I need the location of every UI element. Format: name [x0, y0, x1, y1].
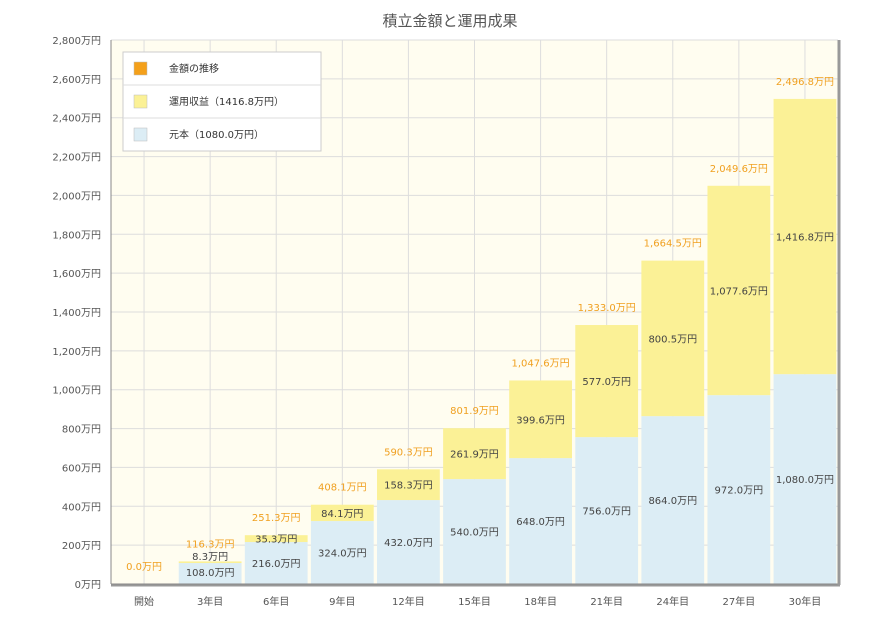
bar-segment-return [178, 561, 242, 564]
y-tick-label: 1,200万円 [52, 347, 101, 358]
data-label-principal: 108.0万円 [186, 568, 235, 579]
data-label-return: 1,077.6万円 [710, 286, 768, 297]
bar-segment-return [244, 535, 308, 543]
bars-group [178, 98, 837, 584]
x-tick-label: 12年目 [392, 595, 425, 608]
x-tick-label: 3年目 [197, 595, 223, 608]
y-tick-label: 2,000万円 [52, 191, 101, 202]
bar-segment-principal [377, 500, 440, 584]
x-tick-label: 27年目 [722, 595, 755, 608]
data-label-total: 2,496.8万円 [776, 77, 834, 88]
legend-label: 元本（1080.0万円） [169, 128, 264, 141]
data-label-principal: 324.0万円 [318, 549, 367, 560]
bar-segment-return [310, 504, 374, 522]
bar-segment-principal [443, 479, 506, 584]
x-tick-label: 15年目 [458, 595, 491, 608]
x-tick-label: 30年目 [789, 595, 822, 608]
legend-label: 金額の推移 [169, 62, 219, 75]
data-label-total: 408.1万円 [318, 483, 367, 494]
bar-segment-return [443, 428, 506, 480]
bar-segment-principal [244, 542, 308, 584]
data-label-return: 8.3万円 [192, 552, 228, 563]
bar-segment-principal [310, 521, 374, 584]
y-tick-label: 1,000万円 [52, 386, 101, 397]
chart-title: 積立金額と運用成果 [382, 12, 517, 30]
x-tick-label: 21年目 [590, 595, 623, 608]
y-tick-label: 2,200万円 [52, 153, 101, 164]
x-tick-label: 6年目 [263, 595, 289, 608]
data-label-principal: 216.0万円 [252, 559, 301, 570]
y-tick-label: 1,400万円 [52, 308, 101, 319]
y-tick-label: 0万円 [75, 580, 101, 591]
data-label-total: 0.0万円 [126, 562, 162, 573]
bar-segment-return [707, 185, 771, 396]
y-tick-label: 800万円 [62, 425, 101, 436]
y-tick-label: 200万円 [62, 541, 101, 552]
bar-segment-principal [707, 395, 771, 584]
data-label-return: 577.0万円 [582, 377, 631, 388]
data-label-total: 801.9万円 [450, 406, 499, 417]
data-label-return: 261.9万円 [450, 450, 499, 461]
data-label-principal: 972.0万円 [715, 486, 764, 497]
data-label-total: 2,049.6万円 [710, 164, 768, 175]
bar-segment-return [377, 469, 440, 501]
data-labels-group: 0.0万円 108.0万円 8.3万円 116.3万円 216.0万円 35.3万円 251… [126, 77, 834, 579]
x-tick-label: 24年目 [656, 595, 689, 608]
data-label-total: 251.3万円 [252, 513, 301, 524]
data-label-total: 1,333.0万円 [578, 303, 636, 314]
data-label-return: 800.5万円 [648, 334, 697, 345]
data-label-principal: 756.0万円 [582, 507, 631, 518]
y-tick-label: 400万円 [62, 502, 101, 513]
data-label-principal: 432.0万円 [384, 538, 433, 549]
y-tick-label: 2,400万円 [52, 114, 101, 125]
data-label-total: 590.3万円 [384, 447, 433, 458]
data-label-return: 84.1万円 [321, 509, 363, 520]
data-label-total: 1,664.5万円 [644, 239, 702, 250]
bar-segment-principal [509, 458, 572, 584]
bar-segment-return [773, 98, 837, 375]
data-label-principal: 864.0万円 [648, 496, 697, 507]
x-tick-label: 18年目 [524, 595, 557, 608]
bar-segment-return [575, 325, 639, 438]
bar-segment-principal [641, 416, 705, 584]
data-label-return: 35.3万円 [255, 535, 297, 546]
legend-swatch [133, 61, 148, 76]
y-tick-label: 2,800万円 [52, 36, 101, 47]
axes-group: 0万円 200万円 400万円 600万円 800万円 1,000万円 1,200万円 1,4… [52, 36, 841, 608]
data-label-total: 116.3万円 [186, 539, 235, 550]
legend-label: 運用収益（1416.8万円） [169, 95, 284, 108]
data-label-principal: 540.0万円 [450, 528, 499, 539]
bar-segment-principal [575, 437, 639, 584]
legend-swatch [133, 127, 148, 142]
x-tick-label: 9年目 [329, 595, 355, 608]
data-label-return: 1,416.8万円 [776, 233, 834, 244]
bar-segment-return [509, 380, 572, 459]
y-tick-label: 600万円 [62, 463, 101, 474]
data-label-principal: 648.0万円 [516, 517, 565, 528]
bar-segment-principal [178, 563, 242, 584]
y-tick-label: 1,600万円 [52, 269, 101, 280]
data-label-return: 399.6万円 [516, 415, 565, 426]
y-tick-label: 2,600万円 [52, 75, 101, 86]
bar-segment-principal [773, 374, 837, 584]
x-tick-label: 開始 [134, 595, 154, 608]
legend-box [122, 51, 322, 152]
bar-segment-return [641, 260, 705, 417]
data-label-total: 1,047.6万円 [512, 358, 570, 369]
data-label-return: 158.3万円 [384, 481, 433, 492]
legend-swatch [133, 94, 148, 109]
data-label-principal: 1,080.0万円 [776, 475, 834, 486]
y-tick-label: 1,800万円 [52, 230, 101, 241]
